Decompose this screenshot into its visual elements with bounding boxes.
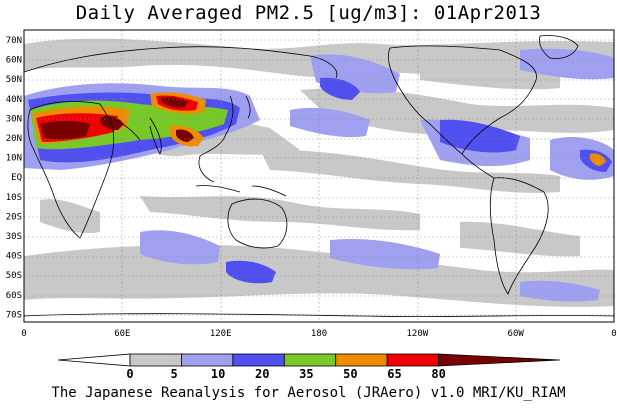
lat-tick-label: 30N: [6, 114, 22, 124]
colorbar-level-label: 10: [211, 367, 225, 381]
colorbar-level-label: 0: [126, 367, 133, 381]
lat-tick-label: 50N: [6, 75, 22, 85]
lat-tick-label: 10S: [6, 193, 22, 203]
lat-tick-label: 40S: [6, 252, 22, 262]
lon-tick-label: 60E: [114, 329, 130, 339]
colorbar-level-label: 35: [299, 367, 313, 381]
lon-tick-label: 0: [21, 329, 26, 339]
colorbar-low-extension: [57, 353, 131, 367]
lat-tick-label: 10N: [6, 154, 22, 164]
lon-tick-label: 120E: [210, 329, 232, 339]
lon-tick-label: 120W: [406, 329, 428, 339]
colorbar-segment: [232, 353, 285, 367]
colorbar-level-label: 80: [431, 367, 445, 381]
credit-line: The Japanese Reanalysis for Aerosol (JRA…: [51, 385, 566, 401]
colorbar-level-label: 5: [170, 367, 177, 381]
lat-tick-label: 70S: [6, 310, 22, 320]
lat-tick-label: 50S: [6, 271, 22, 281]
colorbar-high-extension: [438, 353, 561, 367]
longitude-tick-labels: 0 60E 120E 180 120W 60W 0: [21, 329, 616, 339]
colorbar-level-label: 20: [255, 367, 269, 381]
lat-tick-label: 70N: [6, 36, 22, 46]
colorbar-segment: [335, 353, 388, 367]
lon-tick-label: 0: [611, 329, 616, 339]
lat-tick-label: EQ: [11, 173, 22, 183]
map-frame: [23, 29, 615, 323]
lat-tick-label: 20N: [6, 134, 22, 144]
figure-title: Daily Averaged PM2.5 [ug/m3]: 01Apr2013: [75, 2, 542, 24]
colorbar-segment: [386, 353, 439, 367]
colorbar-segment: [283, 353, 337, 367]
colorbar: 0 5 10 20 35 50 65 80: [57, 353, 561, 381]
lat-tick-label: 60S: [6, 291, 22, 301]
lat-tick-label: 20S: [6, 212, 22, 222]
lon-tick-label: 60W: [508, 329, 525, 339]
colorbar-segment: [181, 353, 234, 367]
latitude-tick-labels: 70N 60N 50N 40N 30N 20N 10N EQ 10S 20S 30S 40S 50S 60…: [6, 36, 22, 320]
lon-tick-label: 180: [311, 329, 327, 339]
colorbar-segment: [129, 353, 182, 367]
colorbar-level-label: 50: [343, 367, 357, 381]
concentration-field: [24, 30, 614, 322]
lat-tick-label: 40N: [6, 95, 22, 105]
lat-tick-label: 30S: [6, 232, 22, 242]
colorbar-level-label: 65: [387, 367, 401, 381]
lat-tick-label: 60N: [6, 56, 22, 66]
